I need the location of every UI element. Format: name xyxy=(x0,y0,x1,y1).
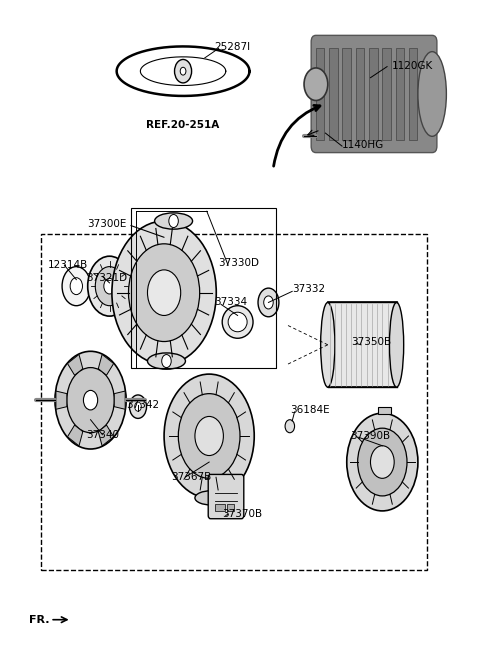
Circle shape xyxy=(84,390,97,410)
Bar xyxy=(216,505,225,511)
Text: REF.20-251A: REF.20-251A xyxy=(146,120,220,130)
Bar xyxy=(343,49,351,139)
Bar xyxy=(41,234,427,570)
Ellipse shape xyxy=(155,213,192,229)
Circle shape xyxy=(164,374,254,498)
Text: 36184E: 36184E xyxy=(290,405,329,415)
Text: 37300E: 37300E xyxy=(87,219,127,229)
Text: 37370B: 37370B xyxy=(222,509,262,519)
Bar xyxy=(396,49,404,139)
Bar xyxy=(316,49,324,139)
Circle shape xyxy=(62,267,91,306)
Circle shape xyxy=(112,221,216,365)
Text: 37350B: 37350B xyxy=(351,336,392,346)
Ellipse shape xyxy=(228,312,247,332)
Text: 37330D: 37330D xyxy=(219,258,260,268)
Circle shape xyxy=(67,367,114,433)
Text: 37340: 37340 xyxy=(86,430,119,440)
Circle shape xyxy=(304,68,328,101)
Bar xyxy=(378,407,391,415)
Circle shape xyxy=(195,417,223,455)
Bar xyxy=(328,302,396,387)
Polygon shape xyxy=(140,57,226,85)
Circle shape xyxy=(258,288,279,317)
Polygon shape xyxy=(56,391,67,409)
Circle shape xyxy=(96,267,124,306)
Bar xyxy=(329,49,338,139)
Text: 1140HG: 1140HG xyxy=(342,140,384,150)
Circle shape xyxy=(347,413,418,511)
Circle shape xyxy=(175,59,192,83)
Ellipse shape xyxy=(418,52,446,136)
FancyBboxPatch shape xyxy=(208,474,244,519)
Text: 37321D: 37321D xyxy=(86,273,127,283)
Circle shape xyxy=(55,351,126,449)
Bar xyxy=(369,49,378,139)
Ellipse shape xyxy=(222,306,253,338)
Bar xyxy=(227,505,234,511)
Circle shape xyxy=(135,402,141,411)
Text: FR.: FR. xyxy=(29,615,49,625)
Circle shape xyxy=(147,270,180,315)
Ellipse shape xyxy=(389,302,404,387)
Circle shape xyxy=(179,394,240,478)
Circle shape xyxy=(371,445,394,478)
Polygon shape xyxy=(68,425,83,446)
Circle shape xyxy=(264,296,273,309)
Circle shape xyxy=(358,428,407,496)
Text: 37334: 37334 xyxy=(214,298,247,307)
Bar xyxy=(131,208,276,367)
Polygon shape xyxy=(98,425,114,446)
FancyBboxPatch shape xyxy=(311,35,437,152)
Bar xyxy=(409,49,418,139)
Text: 25287I: 25287I xyxy=(214,42,250,52)
Circle shape xyxy=(70,278,83,294)
Circle shape xyxy=(129,244,200,342)
Text: 37332: 37332 xyxy=(292,284,325,294)
Circle shape xyxy=(169,214,179,227)
Circle shape xyxy=(162,355,171,367)
Bar xyxy=(356,49,364,139)
Circle shape xyxy=(180,67,186,75)
Circle shape xyxy=(285,420,295,433)
Text: 37367B: 37367B xyxy=(171,472,212,482)
Text: 37342: 37342 xyxy=(126,399,159,410)
Bar xyxy=(383,49,391,139)
Ellipse shape xyxy=(195,491,228,505)
Ellipse shape xyxy=(321,302,335,387)
Text: 12314B: 12314B xyxy=(48,260,88,269)
Ellipse shape xyxy=(147,353,185,369)
Text: 1120GK: 1120GK xyxy=(392,61,433,71)
Polygon shape xyxy=(68,354,83,375)
Polygon shape xyxy=(98,354,114,375)
Polygon shape xyxy=(114,391,125,409)
Circle shape xyxy=(104,279,115,294)
Circle shape xyxy=(130,395,146,419)
Circle shape xyxy=(88,256,132,316)
Text: 37390B: 37390B xyxy=(350,431,390,441)
